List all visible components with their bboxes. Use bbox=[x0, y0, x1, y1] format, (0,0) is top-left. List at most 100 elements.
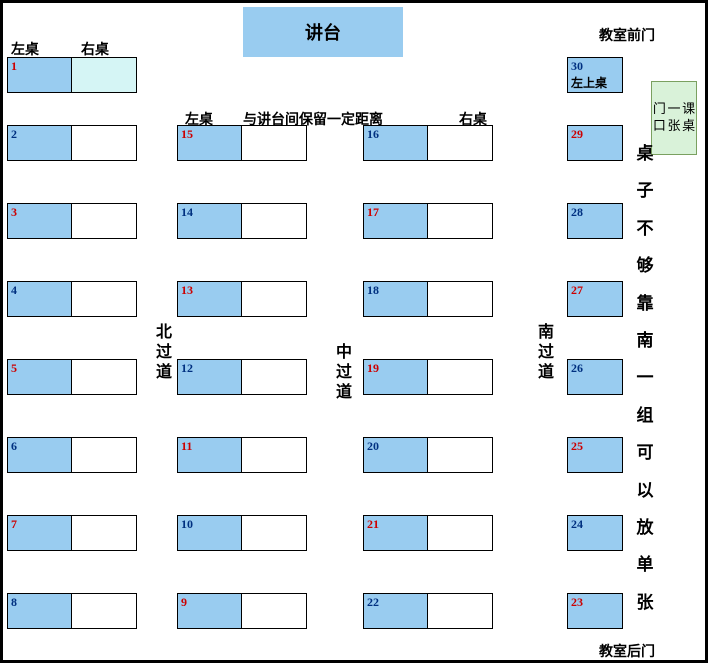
desk-27-num: 27 bbox=[571, 283, 583, 298]
desk-14: 14 bbox=[177, 203, 307, 239]
desk-12-left: 12 bbox=[178, 360, 242, 394]
desk-4: 4 bbox=[7, 281, 137, 317]
desk-8-right bbox=[72, 594, 136, 628]
desk-10-left: 10 bbox=[178, 516, 242, 550]
desk-20-num: 20 bbox=[367, 439, 379, 454]
desk-21-num: 21 bbox=[367, 517, 379, 532]
desk-5: 5 bbox=[7, 359, 137, 395]
desk-23-num: 23 bbox=[571, 595, 583, 610]
desk-16-right bbox=[428, 126, 492, 160]
desk-13-right bbox=[242, 282, 306, 316]
desk-20-left: 20 bbox=[364, 438, 428, 472]
desk-12-num: 12 bbox=[181, 361, 193, 376]
desk-1-left: 1 bbox=[8, 58, 72, 92]
desk-3-right bbox=[72, 204, 136, 238]
desk-17: 17 bbox=[363, 203, 493, 239]
desk-14-num: 14 bbox=[181, 205, 193, 220]
desk-30-sub: 左上桌 bbox=[571, 74, 607, 91]
desk-1-num: 1 bbox=[11, 59, 17, 74]
desk-19-right bbox=[428, 360, 492, 394]
desk-13-left: 13 bbox=[178, 282, 242, 316]
header-topleft_left: 左桌 bbox=[11, 39, 39, 59]
desk-7-num: 7 bbox=[11, 517, 17, 532]
desk-13-num: 13 bbox=[181, 283, 193, 298]
desk-8-left: 8 bbox=[8, 594, 72, 628]
desk-5-right bbox=[72, 360, 136, 394]
desk-17-num: 17 bbox=[367, 205, 379, 220]
desk-8: 8 bbox=[7, 593, 137, 629]
classroom-layout: 讲台左桌右桌左桌与讲台间保留一定距离右桌教室前门教室后门130左上桌门口一张课桌… bbox=[0, 0, 708, 663]
desk-21: 21 bbox=[363, 515, 493, 551]
desk-25-num: 25 bbox=[571, 439, 583, 454]
desk-22-left: 22 bbox=[364, 594, 428, 628]
desk-9-right bbox=[242, 594, 306, 628]
desk-7-right bbox=[72, 516, 136, 550]
desk-10-right bbox=[242, 516, 306, 550]
desk-6: 6 bbox=[7, 437, 137, 473]
desk-1-right bbox=[72, 58, 136, 92]
desk-12: 12 bbox=[177, 359, 307, 395]
desk-15-num: 15 bbox=[181, 127, 193, 142]
desk-26: 26 bbox=[567, 359, 623, 395]
desk-22-right bbox=[428, 594, 492, 628]
desk-9: 9 bbox=[177, 593, 307, 629]
desk-11-left: 11 bbox=[178, 438, 242, 472]
desk-19-num: 19 bbox=[367, 361, 379, 376]
desk-29: 29 bbox=[567, 125, 623, 161]
desk-4-right bbox=[72, 282, 136, 316]
desk-20: 20 bbox=[363, 437, 493, 473]
desk-15: 15 bbox=[177, 125, 307, 161]
desk-19-left: 19 bbox=[364, 360, 428, 394]
desk-29-num: 29 bbox=[571, 127, 583, 142]
desk-7-left: 7 bbox=[8, 516, 72, 550]
desk-8-num: 8 bbox=[11, 595, 17, 610]
desk-17-right bbox=[428, 204, 492, 238]
desk-16-num: 16 bbox=[367, 127, 379, 142]
desk-3-num: 3 bbox=[11, 205, 17, 220]
podium: 讲台 bbox=[243, 7, 403, 57]
desk-10-num: 10 bbox=[181, 517, 193, 532]
desk-18-left: 18 bbox=[364, 282, 428, 316]
desk-4-left: 4 bbox=[8, 282, 72, 316]
desk-21-left: 21 bbox=[364, 516, 428, 550]
desk-5-num: 5 bbox=[11, 361, 17, 376]
desk-28-num: 28 bbox=[571, 205, 583, 220]
desk-1: 1 bbox=[7, 57, 137, 93]
desk-20-right bbox=[428, 438, 492, 472]
aisle-north: 北过道 bbox=[149, 323, 173, 383]
desk-3-left: 3 bbox=[8, 204, 72, 238]
desk-6-left: 6 bbox=[8, 438, 72, 472]
header-front_door: 教室前门 bbox=[599, 25, 655, 45]
desk-17-left: 17 bbox=[364, 204, 428, 238]
desk-2-num: 2 bbox=[11, 127, 17, 142]
aisle-middle: 中过道 bbox=[329, 343, 353, 403]
desk-15-left: 15 bbox=[178, 126, 242, 160]
desk-2: 2 bbox=[7, 125, 137, 161]
desk-11: 11 bbox=[177, 437, 307, 473]
desk-28: 28 bbox=[567, 203, 623, 239]
desk-6-num: 6 bbox=[11, 439, 17, 454]
desk-9-left: 9 bbox=[178, 594, 242, 628]
desk-18-num: 18 bbox=[367, 283, 379, 298]
desk-23: 23 bbox=[567, 593, 623, 629]
desk-9-num: 9 bbox=[181, 595, 187, 610]
desk-6-right bbox=[72, 438, 136, 472]
desk-14-left: 14 bbox=[178, 204, 242, 238]
desk-22-num: 22 bbox=[367, 595, 379, 610]
desk-11-right bbox=[242, 438, 306, 472]
desk-10: 10 bbox=[177, 515, 307, 551]
desk-22: 22 bbox=[363, 593, 493, 629]
desk-21-right bbox=[428, 516, 492, 550]
desk-4-num: 4 bbox=[11, 283, 17, 298]
desk-2-left: 2 bbox=[8, 126, 72, 160]
desk-25: 25 bbox=[567, 437, 623, 473]
desk-30: 30左上桌 bbox=[567, 57, 623, 93]
header-back_door: 教室后门 bbox=[599, 641, 655, 661]
desk-7: 7 bbox=[7, 515, 137, 551]
desk-13: 13 bbox=[177, 281, 307, 317]
desk-30-num: 30 bbox=[571, 59, 583, 74]
side-note: 桌子不够靠南一组可以放单张 bbox=[635, 135, 655, 621]
desk-12-right bbox=[242, 360, 306, 394]
desk-14-right bbox=[242, 204, 306, 238]
desk-19: 19 bbox=[363, 359, 493, 395]
